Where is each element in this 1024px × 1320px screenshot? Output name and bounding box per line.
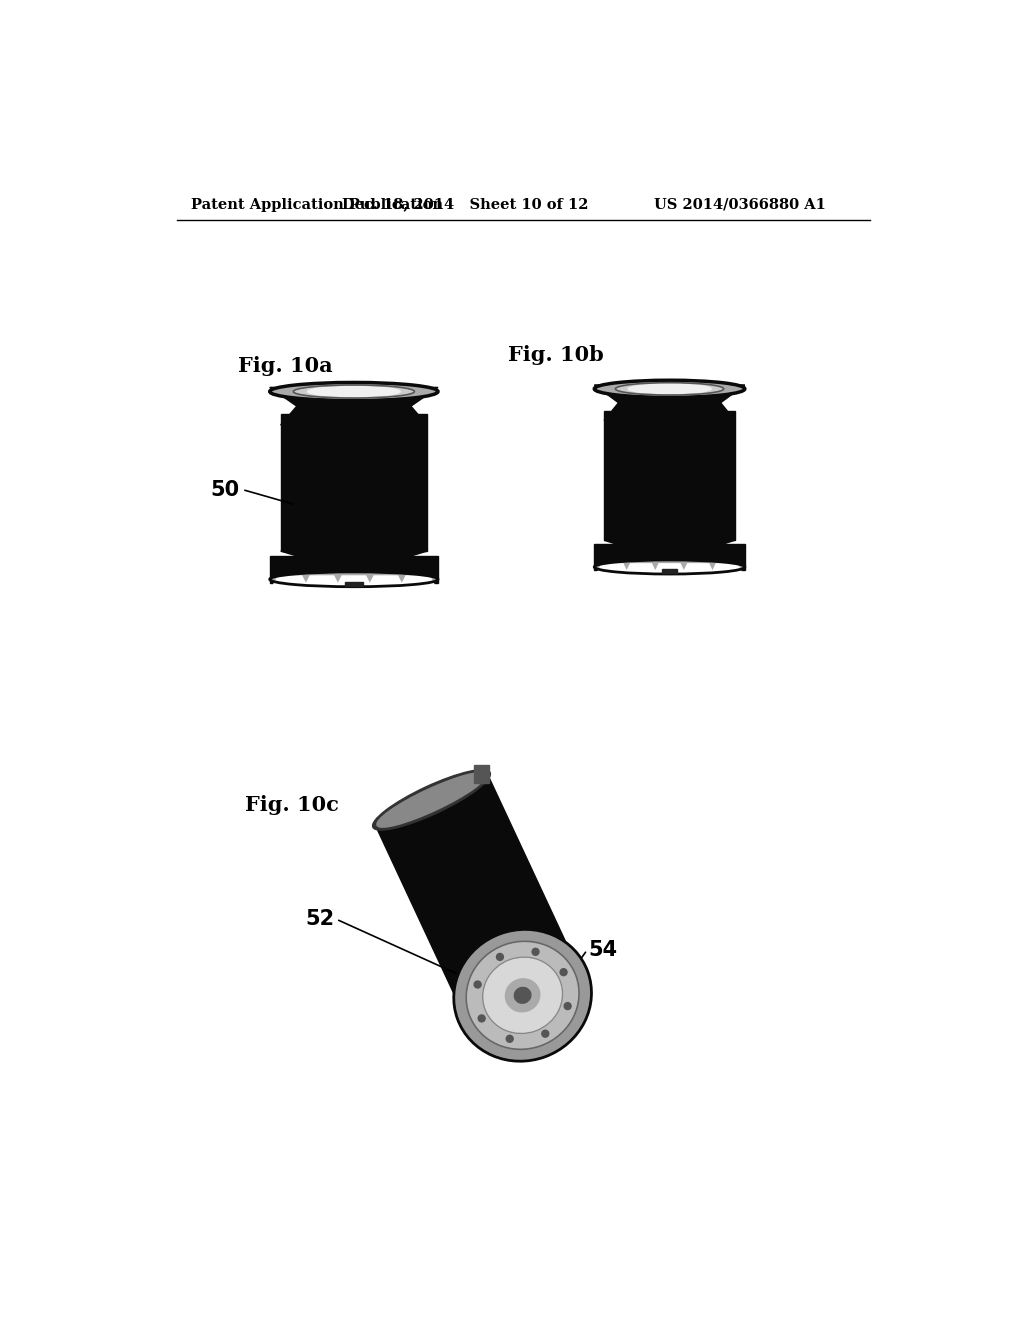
Polygon shape: [281, 407, 427, 425]
Polygon shape: [273, 576, 306, 585]
Ellipse shape: [594, 560, 744, 574]
Ellipse shape: [506, 979, 540, 1011]
Ellipse shape: [497, 953, 504, 961]
Polygon shape: [604, 403, 735, 421]
Text: 52: 52: [305, 909, 335, 929]
Text: Patent Application Publication: Patent Application Publication: [190, 198, 442, 211]
Polygon shape: [654, 564, 684, 573]
Polygon shape: [401, 576, 434, 585]
Polygon shape: [281, 414, 427, 550]
Polygon shape: [594, 385, 744, 403]
Ellipse shape: [594, 380, 744, 397]
Polygon shape: [305, 576, 338, 585]
Ellipse shape: [454, 929, 592, 1061]
Ellipse shape: [532, 948, 539, 956]
Polygon shape: [474, 764, 489, 783]
Text: Fig. 10a: Fig. 10a: [239, 356, 333, 376]
Polygon shape: [376, 774, 579, 1022]
Ellipse shape: [478, 1015, 485, 1022]
Polygon shape: [598, 564, 627, 573]
Ellipse shape: [373, 770, 490, 830]
Polygon shape: [337, 576, 371, 585]
Polygon shape: [594, 544, 744, 570]
Polygon shape: [269, 387, 438, 407]
Polygon shape: [269, 556, 438, 582]
Polygon shape: [662, 569, 678, 573]
Ellipse shape: [293, 385, 415, 399]
Polygon shape: [712, 564, 741, 573]
Text: 54: 54: [589, 940, 617, 960]
Polygon shape: [345, 582, 362, 586]
Ellipse shape: [474, 981, 481, 987]
Ellipse shape: [482, 957, 562, 1034]
Polygon shape: [683, 564, 713, 573]
Polygon shape: [370, 576, 402, 585]
Ellipse shape: [506, 1035, 513, 1043]
Ellipse shape: [560, 969, 567, 975]
Polygon shape: [281, 550, 427, 556]
Ellipse shape: [269, 383, 438, 400]
Ellipse shape: [628, 384, 711, 393]
Polygon shape: [604, 411, 735, 540]
Ellipse shape: [466, 941, 580, 1049]
Text: Fig. 10b: Fig. 10b: [508, 345, 603, 364]
Ellipse shape: [514, 987, 530, 1003]
Polygon shape: [627, 564, 655, 573]
Ellipse shape: [615, 383, 724, 395]
Ellipse shape: [377, 772, 486, 828]
Text: Dec. 18, 2014   Sheet 10 of 12: Dec. 18, 2014 Sheet 10 of 12: [342, 198, 589, 211]
Text: 50: 50: [211, 479, 240, 499]
Ellipse shape: [269, 572, 438, 586]
Ellipse shape: [542, 1030, 549, 1038]
Ellipse shape: [307, 387, 400, 396]
Text: US 2014/0366880 A1: US 2014/0366880 A1: [654, 198, 826, 211]
Polygon shape: [604, 540, 735, 544]
Text: Fig. 10c: Fig. 10c: [245, 795, 338, 816]
Ellipse shape: [564, 1003, 571, 1010]
